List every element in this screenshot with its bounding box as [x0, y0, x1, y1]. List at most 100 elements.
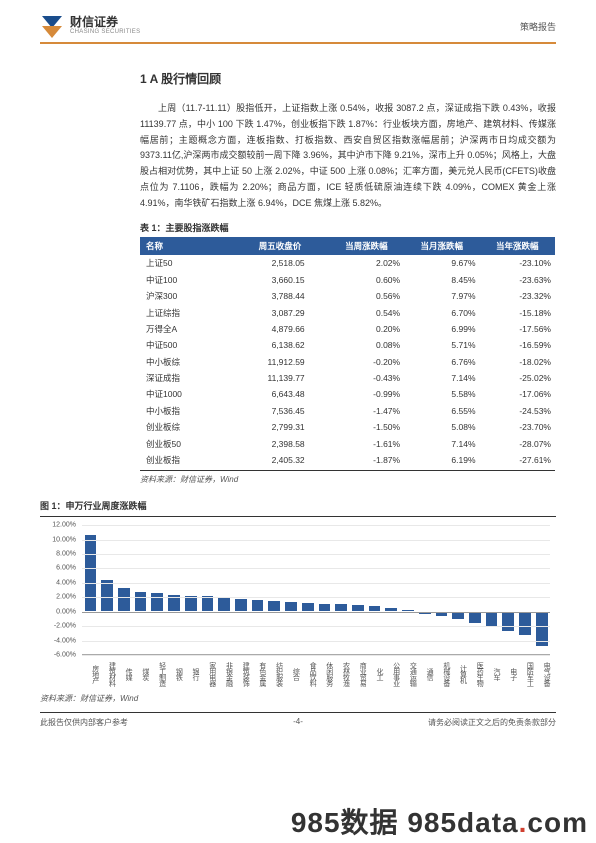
table-cell: 0.54%: [329, 304, 404, 320]
table-row: 中证10006,643.48-0.99%5.58%-17.06%: [140, 386, 555, 402]
bar-slot: [517, 525, 534, 654]
bar: [502, 612, 514, 631]
company-logo-icon: [40, 14, 64, 38]
bar-slot: [433, 525, 450, 654]
table-cell: 0.08%: [329, 337, 404, 353]
table-cell: 6.99%: [404, 321, 479, 337]
table-header-cell: 当周涨跌幅: [329, 237, 404, 255]
table-cell: 5.08%: [404, 419, 479, 435]
table-header-cell: 周五收盘价: [231, 237, 328, 255]
table-cell: 0.20%: [329, 321, 404, 337]
table-cell: -0.99%: [329, 386, 404, 402]
table-header-row: 名称周五收盘价当周涨跌幅当月涨跌幅当年涨跌幅: [140, 237, 555, 255]
bar: [385, 608, 397, 611]
x-tick-label: 通信: [416, 656, 433, 691]
y-tick-label: 0.00%: [56, 608, 76, 615]
y-tick-label: 2.00%: [56, 594, 76, 601]
bar: [252, 600, 264, 611]
x-tick-label: 汽车: [483, 656, 500, 691]
table-cell: 上证50: [140, 255, 231, 271]
table-cell: -0.43%: [329, 370, 404, 386]
gridline: [82, 626, 550, 627]
table-cell: -25.02%: [480, 370, 555, 386]
x-tick-label: 计算机: [450, 656, 467, 691]
x-tick-label: 食品饮料: [299, 656, 316, 691]
bar: [369, 606, 381, 610]
bar-slot: [416, 525, 433, 654]
table-cell: 中小板综: [140, 354, 231, 370]
chart-source: 资料来源：财信证券，Wind: [40, 693, 596, 704]
table-caption: 表 1：主要股指涨跌幅: [140, 221, 556, 234]
bar: [302, 603, 314, 611]
table-cell: -15.18%: [480, 304, 555, 320]
gridline: [82, 540, 550, 541]
x-tick-label: 休闲服务: [316, 656, 333, 691]
table-cell: 中证100: [140, 272, 231, 288]
table-cell: 11,139.77: [231, 370, 328, 386]
gridline: [82, 583, 550, 584]
bar: [151, 593, 163, 610]
table-cell: -1.50%: [329, 419, 404, 435]
table-cell: 6,643.48: [231, 386, 328, 402]
chart-bars: [82, 525, 550, 654]
bar-slot: [166, 525, 183, 654]
table-cell: 3,087.29: [231, 304, 328, 320]
table-row: 中证1003,660.150.60%8.45%-23.63%: [140, 272, 555, 288]
table-cell: 中小板指: [140, 403, 231, 419]
table-cell: 沪深300: [140, 288, 231, 304]
x-tick-label: 建筑装饰: [232, 656, 249, 691]
bar-slot: [483, 525, 500, 654]
table-body: 上证502,518.052.02%9.67%-23.10%中证1003,660.…: [140, 255, 555, 468]
bar-slot: [500, 525, 517, 654]
table-cell: -23.63%: [480, 272, 555, 288]
x-tick-label: 纺织服装: [266, 656, 283, 691]
bar: [319, 604, 331, 611]
table-header-cell: 当月涨跌幅: [404, 237, 479, 255]
table-source: 资料来源：财信证券，Wind: [140, 474, 556, 485]
table-cell: -23.70%: [480, 419, 555, 435]
bar-slot: [132, 525, 149, 654]
table-cell: 6.70%: [404, 304, 479, 320]
footer-left: 此报告仅供内部客户参考: [40, 717, 128, 728]
y-tick-label: 4.00%: [56, 579, 76, 586]
table-row: 深证成指11,139.77-0.43%7.14%-25.02%: [140, 370, 555, 386]
table-row: 创业板指2,405.32-1.87%6.19%-27.61%: [140, 452, 555, 468]
bar: [202, 596, 214, 610]
bar: [519, 612, 531, 635]
gridline: [82, 554, 550, 555]
table-cell: -1.47%: [329, 403, 404, 419]
table-cell: -0.20%: [329, 354, 404, 370]
bar-slot: [450, 525, 467, 654]
chart-x-labels: 房地产建筑材料传媒煤炭轻工制造钢铁银行家用电器非银金融建筑装饰有色金属纺织服装综…: [82, 656, 550, 691]
table-row: 万得全A4,879.660.20%6.99%-17.56%: [140, 321, 555, 337]
table-cell: 2,799.31: [231, 419, 328, 435]
footer-right: 请务必阅读正文之后的免责条款部分: [428, 717, 556, 728]
x-tick-label: 医药生物: [467, 656, 484, 691]
table-header-cell: 名称: [140, 237, 231, 255]
x-tick-label: 煤炭: [132, 656, 149, 691]
y-tick-label: -6.00%: [54, 652, 76, 659]
bar: [135, 592, 147, 611]
x-tick-label: 农林牧渔: [333, 656, 350, 691]
table-cell: 4,879.66: [231, 321, 328, 337]
bar: [285, 602, 297, 611]
bar: [118, 588, 130, 610]
zero-line: [82, 612, 550, 613]
table-row: 创业板502,398.58-1.61%7.14%-28.07%: [140, 435, 555, 451]
gridline: [82, 568, 550, 569]
table-cell: -27.61%: [480, 452, 555, 468]
table-cell: 2,518.05: [231, 255, 328, 271]
bar: [402, 610, 414, 611]
table-cell: 上证综指: [140, 304, 231, 320]
table-cell: 6.19%: [404, 452, 479, 468]
x-tick-label: 银行: [182, 656, 199, 691]
table-cell: -1.87%: [329, 452, 404, 468]
table-row: 沪深3003,788.440.56%7.97%-23.32%: [140, 288, 555, 304]
table-cell: 3,660.15: [231, 272, 328, 288]
chart-plot-area: [82, 525, 550, 655]
table-cell: 深证成指: [140, 370, 231, 386]
page-footer: 此报告仅供内部客户参考 -4- 请务必阅读正文之后的免责条款部分: [0, 713, 596, 728]
bar: [335, 604, 347, 611]
table-cell: 8.45%: [404, 272, 479, 288]
x-tick-label: 钢铁: [166, 656, 183, 691]
